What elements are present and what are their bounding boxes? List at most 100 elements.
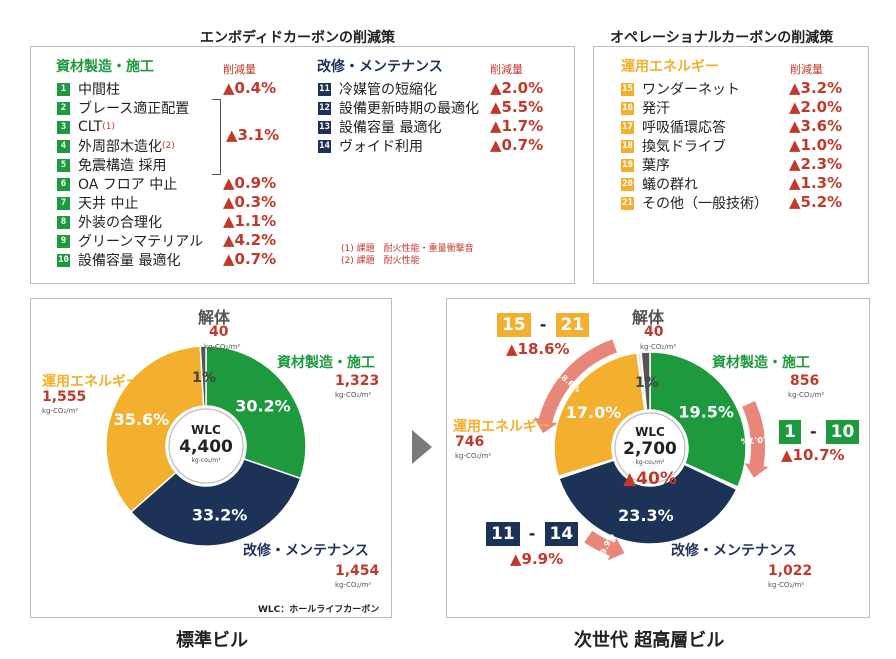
bracket-line [212, 99, 221, 175]
item-label: グリーンマテリアル [78, 234, 204, 250]
slice-percent-label: 1% [635, 375, 659, 391]
item-number-badge: 20 [621, 177, 634, 191]
center-ring [614, 412, 686, 484]
ng-value-demolition: 40 [644, 324, 664, 340]
slice-percent-label: 33.2% [192, 506, 248, 525]
item-reduction-pct: ▲0.4% [223, 79, 277, 97]
item-label: 葉序 [642, 158, 670, 174]
item-reduction-pct: ▲1.3% [789, 174, 843, 192]
std-label-materials: 資材製造・施工 [277, 355, 375, 371]
reduction-item: 2 ブレース適正配置 [57, 99, 189, 117]
std-value-maintenance: 1,454 [335, 563, 380, 579]
ng-value-operation: 746 [455, 434, 485, 450]
reduction-item: 8 外装の合理化 [57, 213, 162, 231]
ng-label-operation: 運用エネルギー [453, 419, 551, 435]
item-number-badge: 15 [621, 82, 634, 96]
ng-arrow-pct-materials: ▲10.7% [781, 446, 845, 464]
item-reduction-pct: ▲0.7% [490, 136, 544, 154]
reduction-item: 21 その他（一般技術） [621, 194, 768, 212]
item-number-badge: 12 [318, 101, 331, 115]
ng-arrow-pct-maintenance: ▲9.9% [510, 550, 564, 568]
ng-arrow-pct-operation: ▲18.6% [506, 340, 570, 358]
slice-1 [129, 458, 302, 547]
item-reduction-pct: ▲0.7% [223, 250, 277, 268]
item-number-badge: 8 [57, 215, 70, 229]
item-reduction-pct: ▲1.7% [490, 117, 544, 135]
slice-2 [557, 459, 738, 545]
item-reduction-pct: ▲0.9% [223, 174, 277, 192]
operational-head: 運用エネルギー [621, 59, 719, 75]
item-reduction-pct: ▲5.2% [789, 193, 843, 211]
item-reduction-pct: ▲1.1% [223, 212, 277, 230]
standard-caption: 標準ビル [176, 630, 248, 651]
item-label: 設備容量 最適化 [339, 120, 442, 136]
item-note-ref: (2) [162, 141, 175, 151]
item-number-badge: 19 [621, 158, 634, 172]
std-label-operation: 運用エネルギー [42, 374, 140, 390]
center-label: WLC [191, 423, 221, 437]
reduction-item: 10 設備容量 最適化 [57, 251, 180, 269]
item-number-badge: 4 [57, 139, 70, 153]
note-1: (1) 課題 耐火性能・重量衝撃音 [341, 244, 474, 254]
item-number-badge: 18 [621, 139, 634, 153]
item-number-badge: 7 [57, 196, 70, 210]
reduction-item: 19 葉序 [621, 156, 670, 174]
item-reduction-pct: ▲2.3% [789, 155, 843, 173]
std-value-demolition: 40 [209, 324, 229, 340]
reduction-item: 16 発汗 [621, 99, 670, 117]
center-label: WLC [635, 425, 665, 439]
center-value: 2,700 [623, 439, 677, 459]
item-label: 中間柱 [78, 82, 120, 98]
reduction-item: 12 設備更新時期の最適化 [318, 99, 479, 117]
item-number-badge: 10 [57, 253, 70, 267]
badge-15: 15 [497, 313, 531, 337]
item-label: ブレース適正配置 [78, 101, 190, 117]
center-unit: kg-co₂/m² [191, 457, 221, 464]
badge-dash: - [809, 422, 817, 441]
reduction-item: 3 CLT (1) [57, 118, 115, 136]
operational-title: オペレーショナルカーボンの削減策 [610, 30, 834, 46]
item-label: その他（一般技術） [642, 196, 768, 212]
item-reduction-pct: ▲1.0% [789, 136, 843, 154]
item-number-badge: 11 [318, 82, 331, 96]
reduction-item: 9 グリーンマテリアル [57, 232, 203, 250]
item-reduction-pct: ▲4.2% [223, 231, 277, 249]
item-note-ref: (1) [102, 122, 115, 132]
item-reduction-pct: ▲0.3% [223, 193, 277, 211]
reduction-arrow-materials [742, 401, 769, 478]
ng-label-demolition: 解体 [632, 308, 665, 327]
slice-6 [640, 351, 651, 411]
item-number-badge: 16 [621, 101, 634, 115]
item-number-badge: 14 [318, 139, 331, 153]
item-label: 外周部木造化 [78, 139, 162, 155]
ng-unit-operation: kg-CO₂/m² [455, 452, 492, 460]
reduction-item: 18 換気ドライブ [621, 137, 726, 155]
ng-unit-demolition: kg-CO₂/m² [640, 343, 677, 351]
badge-1: 1 [779, 420, 801, 444]
item-label: 呼吸循環応答 [642, 120, 726, 136]
reduction-item: 7 天井 中止 [57, 194, 138, 212]
reduction-item: 11 冷媒管の短縮化 [318, 80, 437, 98]
badge-10: 10 [825, 420, 860, 444]
slice-percent-label: 1% [192, 370, 216, 386]
slice-percent-label: 30.2% [235, 396, 291, 415]
item-reduction-pct: ▲3.2% [789, 79, 843, 97]
center-unit: kg-co₂/m² [635, 459, 665, 466]
item-label: 設備更新時期の最適化 [339, 101, 479, 117]
reduction-item: 20 蟻の群れ [621, 175, 698, 193]
reduction-item: 13 設備容量 最適化 [318, 118, 441, 136]
reduction-item: 17 呼吸循環応答 [621, 118, 726, 136]
slice-0 [205, 345, 307, 480]
operational-box [593, 46, 869, 284]
ng-value-maintenance: 1,022 [768, 563, 813, 579]
badge-14: 14 [544, 522, 579, 546]
center-reduction: ▲40% [623, 469, 677, 489]
std-unit-materials: kg-CO₂/m² [335, 391, 372, 399]
item-number-badge: 2 [57, 101, 70, 115]
badge-11: 11 [486, 522, 520, 546]
item-label: OA フロア 中止 [78, 177, 178, 193]
reduction-arrow-operation [533, 339, 617, 434]
item-label: ワンダーネット [642, 82, 740, 98]
note-2: (2) 課題 耐火性能 [341, 256, 420, 266]
ng-value-materials: 856 [790, 373, 820, 389]
